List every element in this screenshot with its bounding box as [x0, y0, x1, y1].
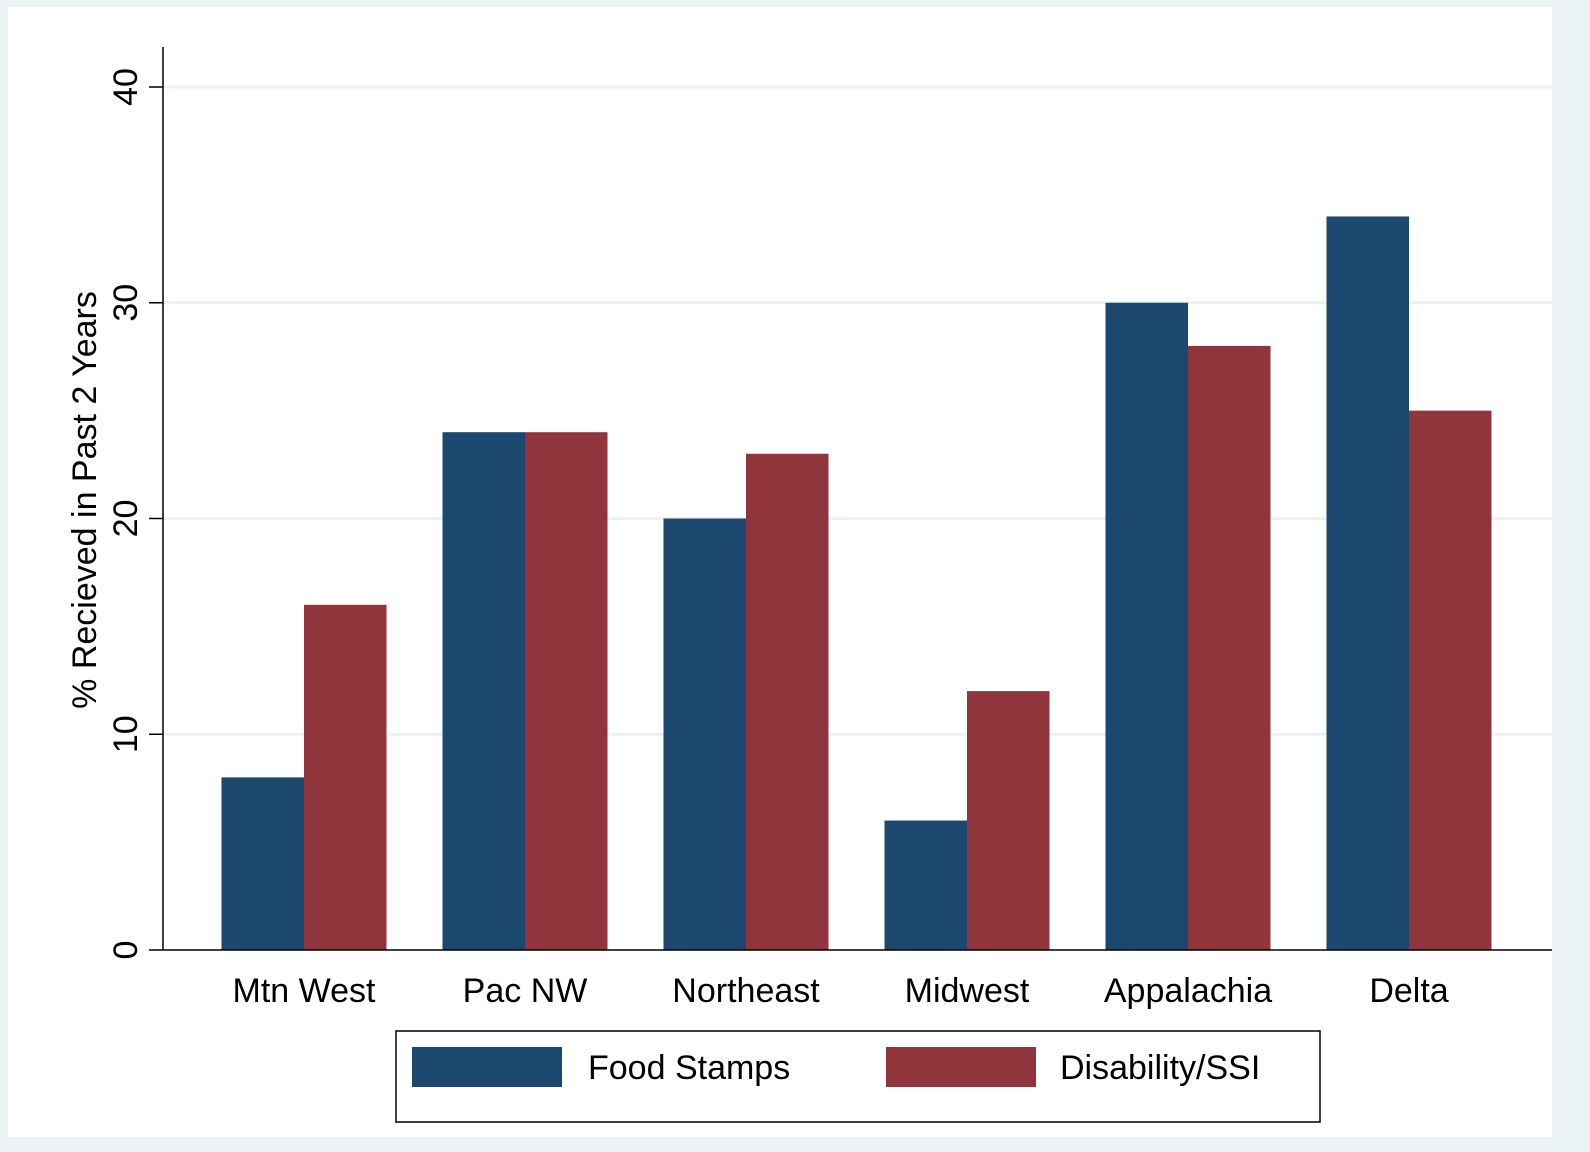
bar-disability-ssi-mtn-west [304, 604, 387, 950]
bar-disability-ssi-delta [1409, 410, 1492, 950]
legend-label-disability-ssi: Disability/SSI [1060, 1049, 1260, 1087]
y-tick-label-20: 20 [107, 500, 145, 538]
x-tick-label-midwest: Midwest [905, 972, 1030, 1010]
y-tick-label-0: 0 [107, 941, 145, 960]
x-tick-label-northeast: Northeast [672, 972, 820, 1010]
x-tick-label-appalachia: Appalachia [1104, 972, 1272, 1010]
bar-disability-ssi-midwest [967, 691, 1050, 950]
y-tick-label-10: 10 [107, 715, 145, 753]
x-tick-label-mtn-west: Mtn West [233, 972, 377, 1010]
legend-swatch-disability-ssi [886, 1047, 1036, 1087]
legend: Food Stamps Disability/SSI [395, 1030, 1321, 1123]
bar-food-stamps-pac-nw [442, 432, 525, 950]
y-tick-label-40: 40 [107, 68, 145, 106]
bar-food-stamps-northeast [663, 518, 746, 950]
gridlines [163, 85, 1552, 736]
y-axis-title: % Recieved in Past 2 Years [66, 291, 104, 709]
legend-label-food-stamps: Food Stamps [588, 1049, 790, 1087]
y-ticks: 0 10 20 30 40 [107, 68, 163, 959]
x-labels: Mtn West Pac NW Northeast Midwest Appalachia… [233, 972, 1449, 1010]
legend-items: Food Stamps Disability/SSI [412, 1047, 1260, 1087]
bars [221, 216, 1492, 950]
bar-disability-ssi-pac-nw [525, 432, 608, 950]
bar-food-stamps-midwest [884, 820, 967, 950]
x-tick-label-pac-nw: Pac NW [463, 972, 588, 1010]
bar-disability-ssi-northeast [746, 453, 829, 950]
bar-food-stamps-delta [1326, 216, 1409, 950]
legend-swatch-food-stamps [412, 1047, 562, 1087]
bar-food-stamps-appalachia [1105, 302, 1188, 950]
bar-food-stamps-mtn-west [221, 777, 304, 950]
bar-disability-ssi-appalachia [1188, 345, 1271, 950]
x-tick-label-delta: Delta [1369, 972, 1448, 1010]
y-tick-label-30: 30 [107, 284, 145, 322]
